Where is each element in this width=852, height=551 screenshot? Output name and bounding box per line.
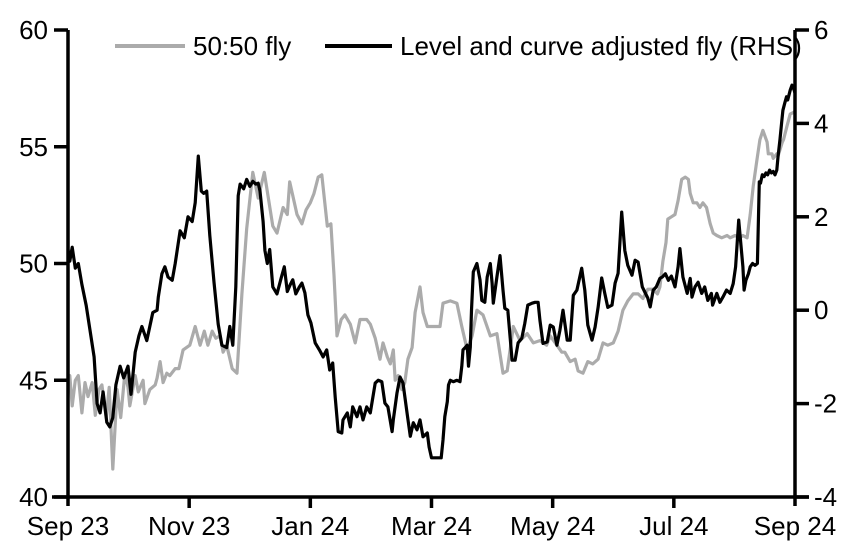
x-axis-label-sep-23: Sep 23: [27, 511, 109, 541]
left-axis-tick-label: 55: [19, 132, 48, 162]
legend-label-50-50-fly: 50:50 fly: [193, 31, 291, 61]
right-axis-tick-label: 6: [814, 15, 828, 45]
x-axis-label-mar-24: Mar 24: [391, 511, 472, 541]
right-axis-tick-label: -4: [814, 482, 837, 512]
x-axis-label-jul-24: Jul 24: [639, 511, 708, 541]
legend-label-level-and-curve-adjusted-fly-rhs: Level and curve adjusted fly (RHS): [400, 31, 802, 61]
left-axis-tick-label: 40: [19, 482, 48, 512]
series-line-50-50-fly: [66, 110, 796, 471]
right-axis-tick-label: 0: [814, 295, 828, 325]
x-axis-label-sep-24: Sep 24: [754, 511, 836, 541]
left-axis-tick-label: 50: [19, 249, 48, 279]
x-axis-label-nov-23: Nov 23: [148, 511, 230, 541]
series-line-level-and-curve-adjusted-fly-rhs: [66, 83, 797, 460]
left-axis-tick-label: 45: [19, 365, 48, 395]
right-axis-tick-label: 4: [814, 108, 828, 138]
right-axis-tick-label: -2: [814, 389, 837, 419]
left-axis-tick-label: 60: [19, 15, 48, 45]
right-axis-tick-label: 2: [814, 202, 828, 232]
x-axis-label-may-24: May 24: [510, 511, 595, 541]
x-axis-label-jan-24: Jan 24: [271, 511, 349, 541]
